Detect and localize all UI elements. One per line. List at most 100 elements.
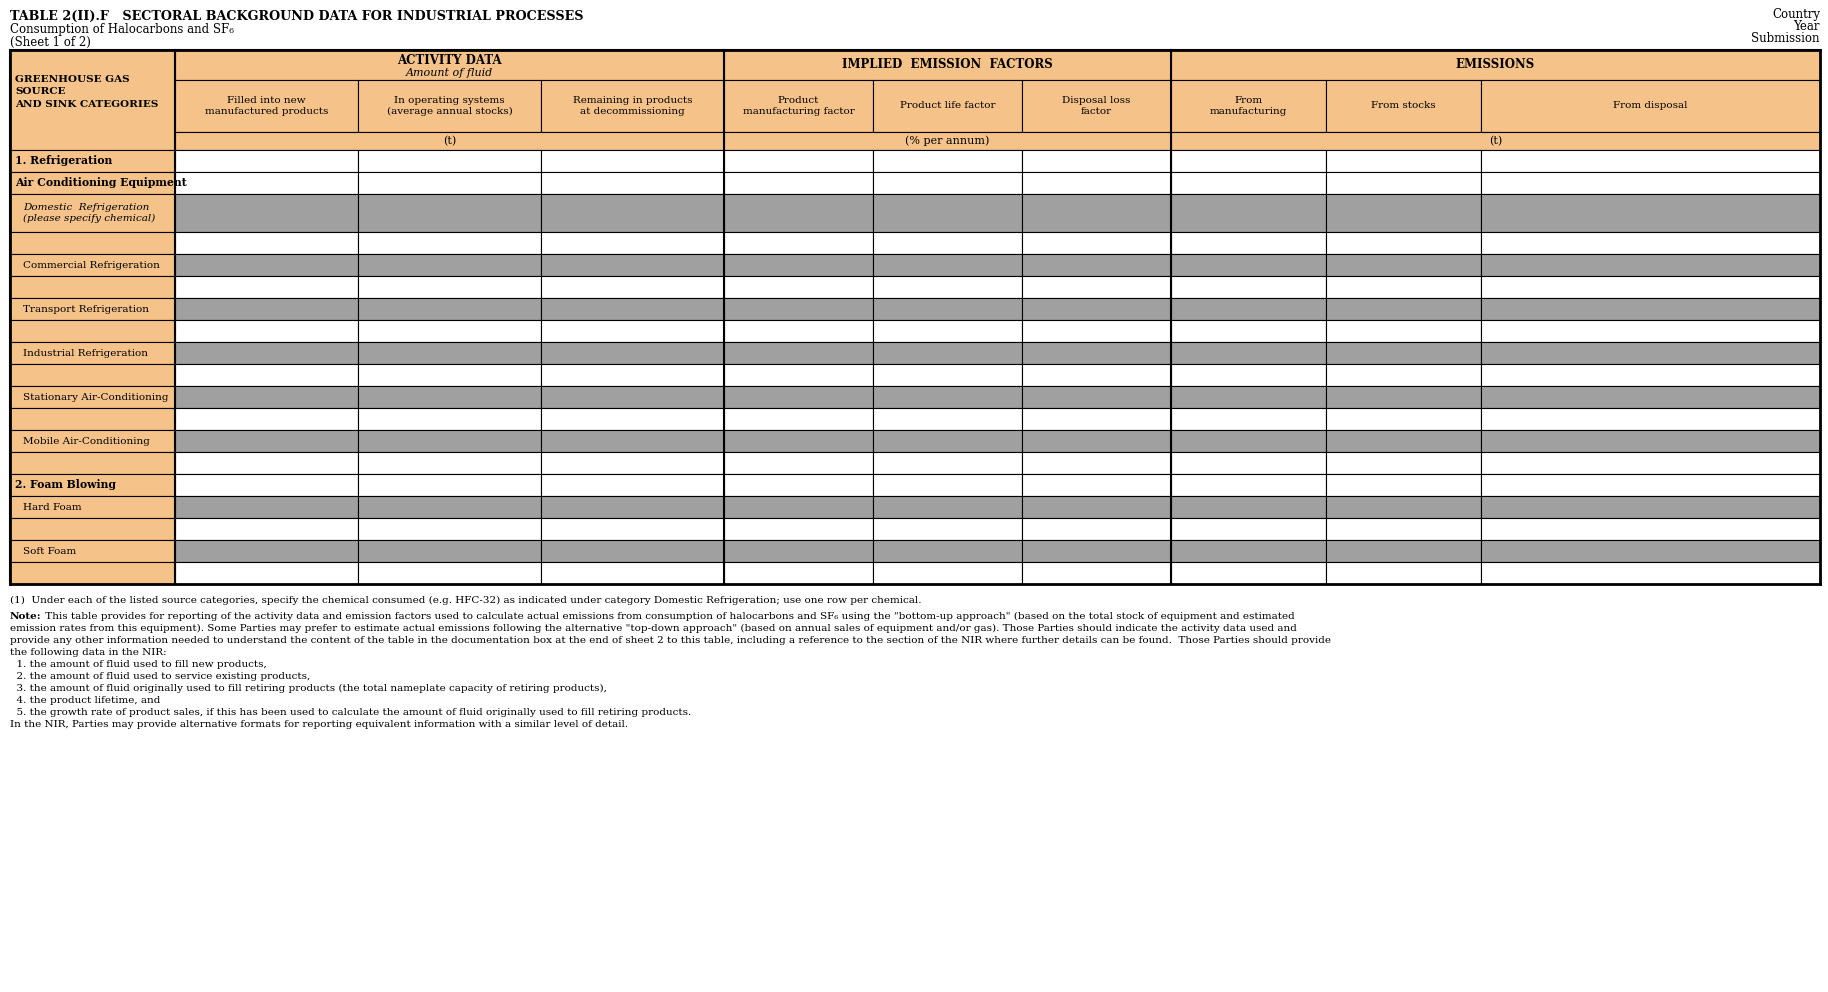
Bar	[358, 320, 541, 342]
Text: 1. the amount of fluid used to fill new products,: 1. the amount of fluid used to fill new …	[9, 660, 267, 669]
Bar	[9, 496, 175, 518]
Bar	[874, 298, 1022, 320]
Bar	[1325, 386, 1481, 408]
Bar	[724, 298, 874, 320]
Bar	[724, 562, 874, 584]
Bar	[874, 320, 1022, 342]
Bar	[1022, 80, 1172, 132]
Bar	[175, 364, 358, 386]
Bar	[1481, 474, 1821, 496]
Bar	[9, 430, 175, 452]
Bar	[1172, 430, 1325, 452]
Bar	[874, 518, 1022, 540]
Bar	[1022, 320, 1172, 342]
Bar	[874, 430, 1022, 452]
Bar	[175, 172, 358, 194]
Bar	[358, 150, 541, 172]
Bar	[541, 80, 724, 132]
Bar	[9, 50, 1821, 584]
Bar	[1481, 408, 1821, 430]
Bar	[1022, 452, 1172, 474]
Bar	[724, 474, 874, 496]
Bar	[1481, 452, 1821, 474]
Bar	[9, 386, 175, 408]
Bar	[175, 430, 358, 452]
Bar	[724, 232, 874, 254]
Bar	[1325, 254, 1481, 276]
Bar	[1481, 562, 1821, 584]
Bar	[724, 172, 874, 194]
Bar	[1022, 430, 1172, 452]
Bar	[1481, 232, 1821, 254]
Bar	[1022, 298, 1172, 320]
Text: In the NIR, Parties may provide alternative formats for reporting equivalent inf: In the NIR, Parties may provide alternat…	[9, 720, 629, 729]
Bar	[9, 276, 175, 298]
Text: Mobile Air-Conditioning: Mobile Air-Conditioning	[24, 436, 150, 445]
Bar	[9, 150, 175, 172]
Text: Remaining in products
at decommissioning: Remaining in products at decommissioning	[572, 95, 693, 116]
Bar	[724, 150, 874, 172]
Bar	[1022, 342, 1172, 364]
Bar	[874, 452, 1022, 474]
Text: ACTIVITY DATA: ACTIVITY DATA	[397, 54, 503, 67]
Bar	[724, 50, 1172, 80]
Bar	[1022, 194, 1172, 232]
Bar	[1325, 276, 1481, 298]
Bar	[874, 232, 1022, 254]
Bar	[1481, 254, 1821, 276]
Bar	[874, 150, 1022, 172]
Bar	[358, 194, 541, 232]
Text: 4. the product lifetime, and: 4. the product lifetime, and	[9, 696, 161, 705]
Text: Note:: Note:	[9, 612, 42, 621]
Bar	[724, 386, 874, 408]
Bar	[1325, 150, 1481, 172]
Bar	[9, 298, 175, 320]
Text: Product life factor: Product life factor	[899, 101, 994, 110]
Bar	[541, 364, 724, 386]
Bar	[874, 408, 1022, 430]
Text: provide any other information needed to understand the content of the table in t: provide any other information needed to …	[9, 636, 1331, 645]
Bar	[1481, 150, 1821, 172]
Text: 2. the amount of fluid used to service existing products,: 2. the amount of fluid used to service e…	[9, 672, 311, 681]
Bar	[175, 232, 358, 254]
Bar	[1481, 298, 1821, 320]
Bar	[9, 50, 175, 150]
Bar	[175, 562, 358, 584]
Text: In operating systems
(average annual stocks): In operating systems (average annual sto…	[388, 95, 512, 116]
Bar	[724, 194, 874, 232]
Bar	[1172, 298, 1325, 320]
Bar	[9, 194, 175, 232]
Bar	[175, 80, 358, 132]
Bar	[541, 320, 724, 342]
Bar	[1172, 452, 1325, 474]
Bar	[9, 232, 175, 254]
Bar	[175, 386, 358, 408]
Bar	[1325, 80, 1481, 132]
Bar	[9, 172, 175, 194]
Bar	[874, 562, 1022, 584]
Bar	[358, 496, 541, 518]
Text: Domestic  Refrigeration
(please specify chemical): Domestic Refrigeration (please specify c…	[24, 203, 155, 223]
Text: Stationary Air-Conditioning: Stationary Air-Conditioning	[24, 393, 168, 402]
Bar	[175, 518, 358, 540]
Bar	[358, 80, 541, 132]
Bar	[1022, 562, 1172, 584]
Bar	[1325, 298, 1481, 320]
Bar	[724, 430, 874, 452]
Bar	[9, 474, 175, 496]
Bar	[358, 342, 541, 364]
Bar	[1022, 232, 1172, 254]
Bar	[9, 364, 175, 386]
Text: IMPLIED  EMISSION  FACTORS: IMPLIED EMISSION FACTORS	[843, 59, 1053, 71]
Bar	[175, 50, 724, 80]
Bar	[1172, 172, 1325, 194]
Bar	[1172, 50, 1821, 80]
Bar	[724, 276, 874, 298]
Bar	[1022, 276, 1172, 298]
Bar	[1022, 540, 1172, 562]
Text: This table provides for reporting of the activity data and emission factors used: This table provides for reporting of the…	[42, 612, 1294, 621]
Bar	[1172, 518, 1325, 540]
Bar	[1481, 540, 1821, 562]
Text: Submission: Submission	[1751, 32, 1821, 45]
Text: From disposal: From disposal	[1614, 101, 1687, 110]
